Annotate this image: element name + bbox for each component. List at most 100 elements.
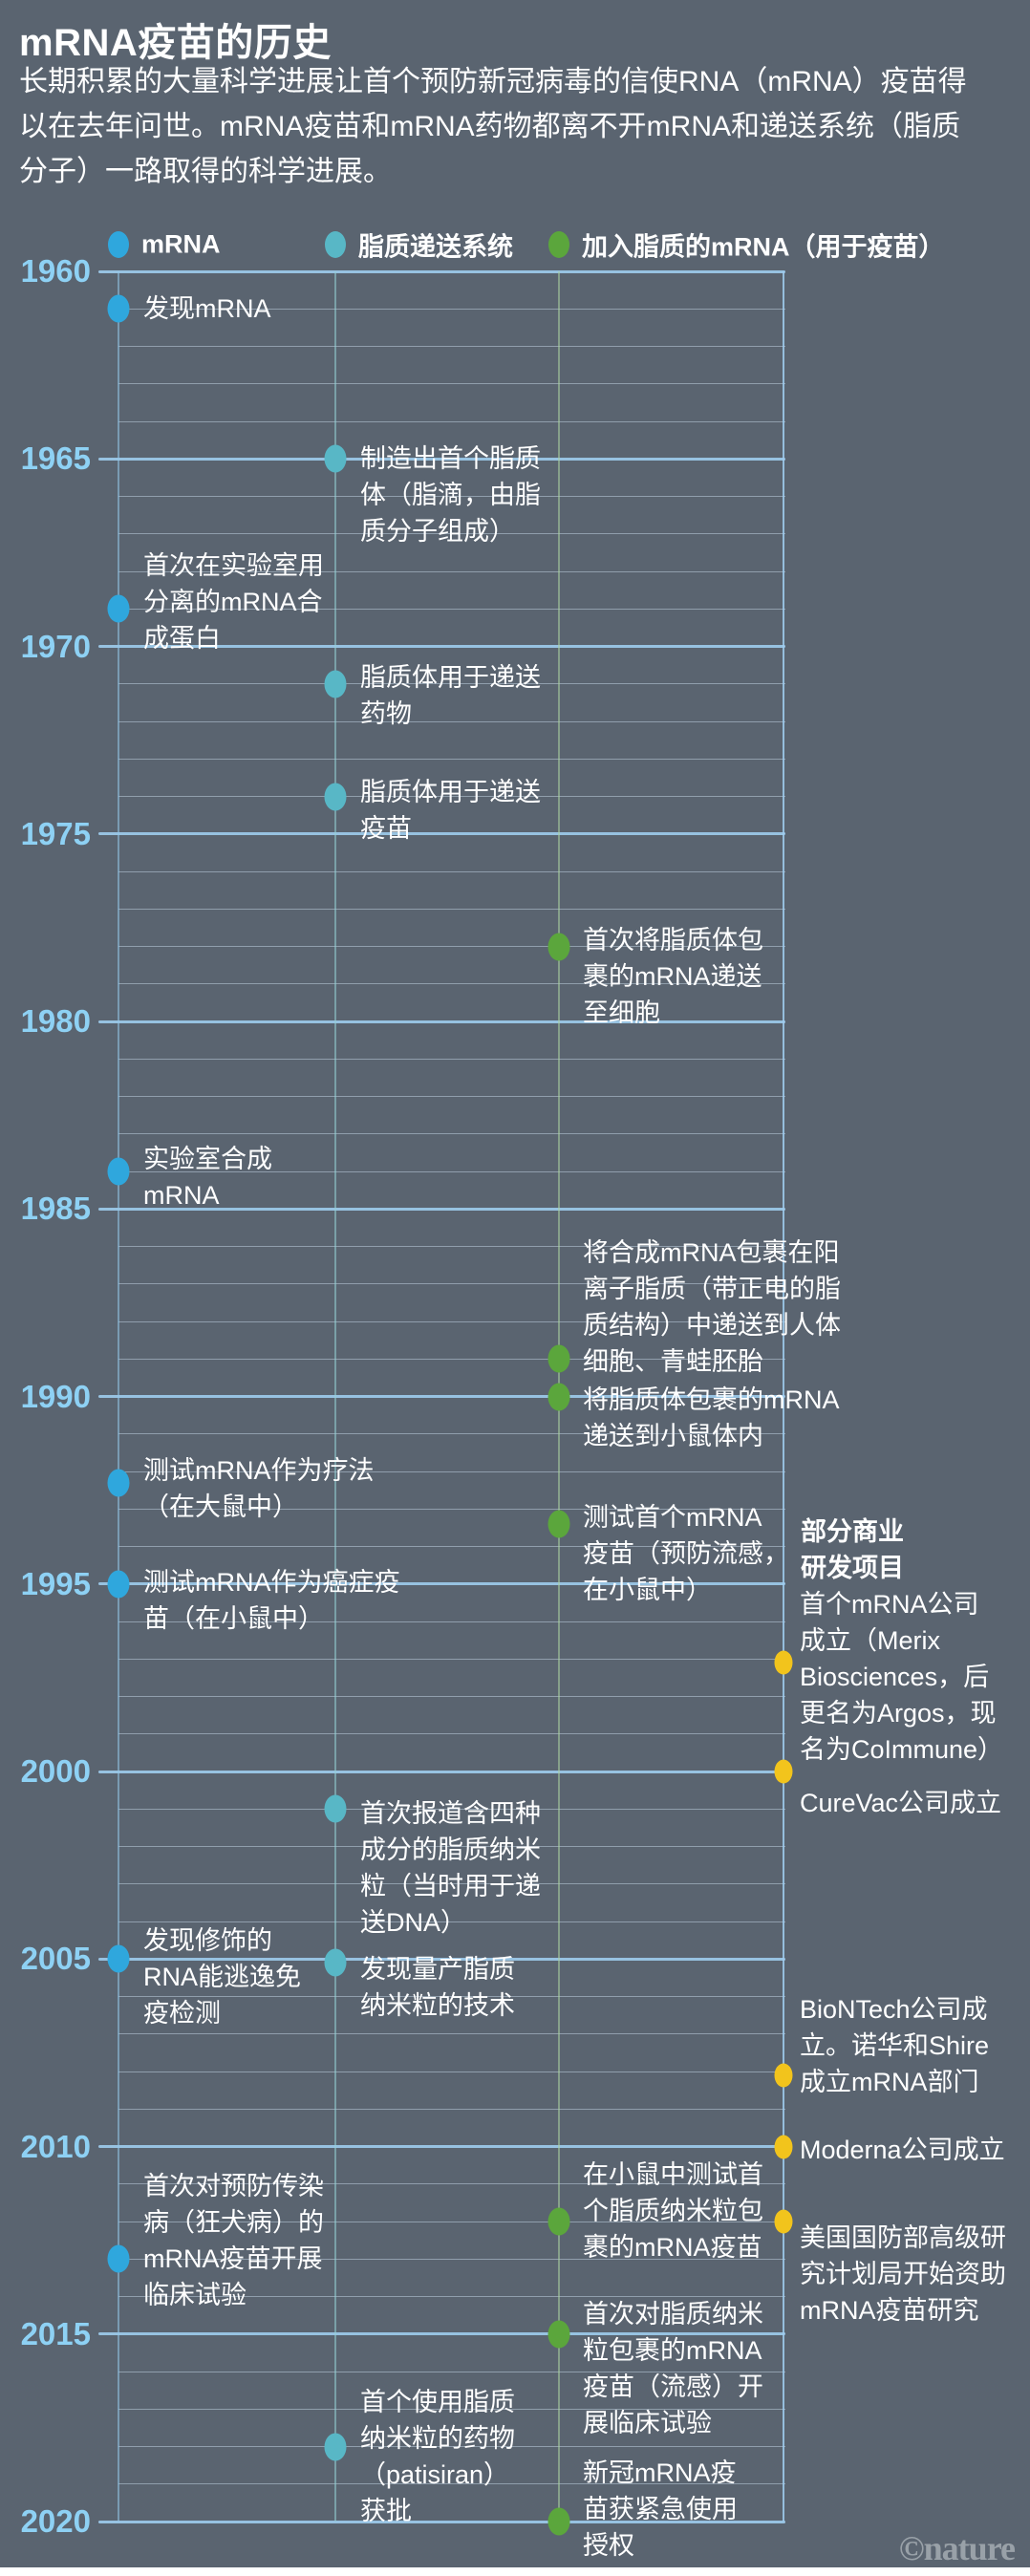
gridline-major bbox=[98, 2520, 785, 2523]
event-label: 发现修饰的 RNA能逃逸免 疫检测 bbox=[143, 1922, 301, 2031]
event-dot-commercial bbox=[774, 2135, 793, 2158]
event-label-line: 纳米粒的技术 bbox=[360, 1991, 515, 2021]
event-label: 首次对脂质纳米 粒包裹的mRNA 疫苗（流感）开 展临床试验 bbox=[583, 2296, 763, 2441]
year-tick-label: 1960 bbox=[20, 253, 91, 289]
gridline-major bbox=[98, 2145, 785, 2148]
event-label: 首次报道含四种 成分的脂质纳米 粒（当时用于递 送DNA） bbox=[360, 1795, 541, 1941]
event-label-line: Biosciences，后 bbox=[800, 1663, 990, 1692]
event-label: 首次对预防传染 病（狂犬病）的 mRNA疫苗开展 临床试验 bbox=[143, 2168, 324, 2313]
legend-label-mrna_lipid: 加入脂质的mRNA（用于疫苗） bbox=[582, 232, 945, 262]
event-label: 实验室合成 mRNA bbox=[143, 1141, 272, 1213]
gridline-minor bbox=[118, 308, 785, 310]
year-tick-label: 2020 bbox=[20, 2503, 91, 2539]
gridline-minor bbox=[118, 1733, 785, 1735]
event-dot-mrna_lipid bbox=[547, 1510, 570, 1538]
event-label-line: 在小鼠中测试首 bbox=[583, 2160, 763, 2189]
event-label-line: Moderna公司成立 bbox=[800, 2135, 1005, 2164]
gridline-minor bbox=[118, 608, 785, 610]
event-dot-lipid bbox=[324, 1794, 347, 1823]
event-dot-mrna bbox=[107, 1157, 130, 1186]
event-label: 脂质体用于递送 疫苗 bbox=[360, 774, 541, 847]
gridline-minor bbox=[118, 1996, 785, 1997]
event-label-line: CureVac公司成立 bbox=[800, 1789, 1002, 1817]
gridline-minor bbox=[118, 946, 785, 947]
event-label-line: 首次将脂质体包 bbox=[583, 925, 763, 955]
event-label-line: 至细胞 bbox=[583, 998, 660, 1027]
event-label-line: 究计划局开始资助 bbox=[800, 2260, 1006, 2288]
event-label-line: 首个mRNA公司 bbox=[800, 1590, 979, 1620]
gridline-minor bbox=[118, 758, 785, 760]
event-label-line: 疫检测 bbox=[143, 1999, 221, 2029]
event-label-line: 疫苗（预防流感， bbox=[583, 1538, 789, 1568]
gridline-minor bbox=[118, 570, 785, 572]
gridline-minor bbox=[118, 2183, 785, 2185]
event-dot-mrna bbox=[107, 2244, 130, 2273]
commercial-section-header: 部分商业 研发项目 bbox=[801, 1513, 904, 1586]
gridline-minor bbox=[118, 2483, 785, 2485]
gridline-major bbox=[98, 832, 785, 836]
event-label-line: 将合成mRNA包裹在阳 bbox=[583, 1238, 840, 1268]
legend-dot-mrna bbox=[108, 231, 129, 258]
event-dot-commercial bbox=[774, 2063, 793, 2088]
gridline-minor bbox=[118, 1658, 785, 1660]
gridline-minor bbox=[118, 1320, 785, 1322]
gridline-major bbox=[98, 1395, 785, 1398]
event-label: Moderna公司成立 bbox=[800, 2132, 1005, 2168]
page-title: mRNA疫苗的历史 bbox=[19, 22, 332, 64]
event-dot-mrna bbox=[107, 294, 130, 323]
legend-label-lipid: 脂质递送系统 bbox=[358, 232, 513, 262]
event-label: 测试首个mRNA 疫苗（预防流感， 在小鼠中） bbox=[583, 1499, 789, 1608]
gridline-minor bbox=[118, 683, 785, 685]
legend-dot-lipid bbox=[325, 231, 346, 258]
event-label: 首个mRNA公司 成立（Merix Biosciences，后 更名为Argos，现名… bbox=[800, 1586, 1003, 1768]
gridline-minor bbox=[118, 1846, 785, 1847]
event-label-line: 测试mRNA作为癌症疫 bbox=[143, 1567, 400, 1597]
gridline-minor bbox=[118, 983, 785, 985]
year-tick-label: 1970 bbox=[20, 628, 91, 664]
gridline-minor bbox=[118, 420, 785, 422]
event-label-line: 更名为Argos，现 bbox=[800, 1699, 997, 1728]
gridline-minor bbox=[118, 870, 785, 872]
event-label-line: 药物 bbox=[360, 698, 412, 728]
event-label: 首个使用脂质 纳米粒的药物 （patisiran） 获批 bbox=[360, 2384, 515, 2529]
gridline-minor bbox=[118, 1246, 785, 1247]
gridline-minor bbox=[118, 1096, 785, 1097]
commercial-header-line: 研发项目 bbox=[801, 1554, 904, 1582]
event-label-line: 制造出首个脂质 bbox=[360, 444, 541, 474]
event-label-line: mRNA bbox=[143, 1181, 220, 1210]
gridline-minor bbox=[118, 346, 785, 347]
event-label-line: 实验室合成 bbox=[143, 1145, 272, 1173]
event-label: 发现mRNA bbox=[143, 290, 271, 327]
event-label-line: 发现量产脂质 bbox=[360, 1955, 515, 1985]
event-dot-lipid bbox=[324, 2433, 347, 2460]
gridline-minor bbox=[118, 720, 785, 722]
gridline-major bbox=[98, 1957, 785, 1961]
event-label-line: 体（脂滴，由脂 bbox=[360, 481, 541, 510]
event-label-line: 脂质体用于递送 bbox=[360, 662, 541, 692]
event-label-line: 苗（在小鼠中） bbox=[143, 1603, 324, 1633]
gridline-minor bbox=[118, 1696, 785, 1697]
gridline-minor bbox=[118, 2108, 785, 2110]
track-line-mrna bbox=[118, 271, 119, 2522]
event-label-line: 送DNA） bbox=[360, 1908, 467, 1938]
nature-watermark: ©nature bbox=[898, 2529, 1016, 2567]
event-dot-commercial bbox=[774, 2209, 793, 2234]
year-tick-label: 1990 bbox=[20, 1378, 91, 1414]
event-label-line: 病（狂犬病）的 bbox=[143, 2208, 324, 2238]
gridline-minor bbox=[118, 1470, 785, 1472]
event-dot-mrna_lipid bbox=[547, 2207, 570, 2236]
gridline-major bbox=[98, 1582, 785, 1586]
track-line-commercial bbox=[783, 271, 784, 2522]
event-label-line: 新冠mRNA疫 bbox=[583, 2458, 737, 2487]
event-label-line: 裹的mRNA递送 bbox=[583, 961, 762, 991]
commercial-header-line: 部分商业 bbox=[801, 1517, 904, 1546]
event-label-line: 疫苗（流感）开 bbox=[583, 2372, 763, 2401]
event-label-line: 授权 bbox=[583, 2531, 634, 2560]
event-dot-lipid bbox=[324, 444, 347, 473]
event-dot-lipid bbox=[324, 670, 347, 698]
event-dot-commercial bbox=[774, 1650, 793, 1675]
legend-dot-mrna_lipid bbox=[548, 231, 569, 258]
gridline-minor bbox=[118, 908, 785, 910]
year-tick-label: 2015 bbox=[20, 2315, 91, 2351]
